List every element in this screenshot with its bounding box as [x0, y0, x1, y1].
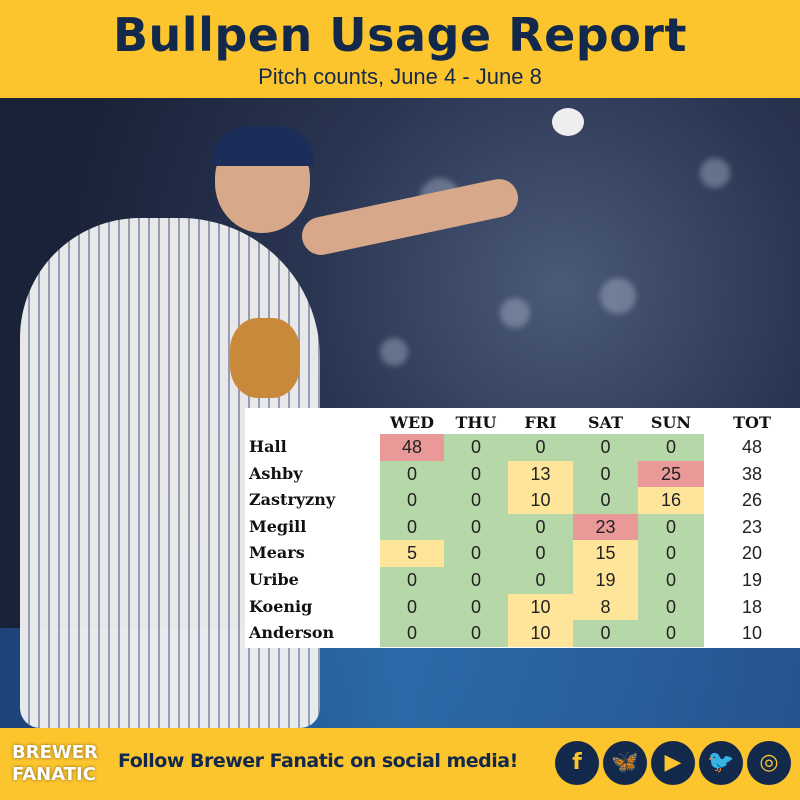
pitch-count-cell: 5 — [380, 540, 444, 567]
glove — [230, 318, 300, 398]
column-header: TOT — [733, 413, 771, 432]
total-cell: 10 — [741, 623, 763, 644]
pitcher-arm — [298, 175, 522, 259]
pitcher-name: Megill — [249, 516, 307, 536]
total-cell: 18 — [741, 596, 763, 617]
page-subtitle: Pitch counts, June 4 - June 8 — [258, 64, 542, 89]
column-header: WED — [389, 413, 435, 432]
pitch-count-cell: 10 — [508, 487, 573, 514]
pitch-count-cell: 48 — [380, 434, 444, 461]
pitch-count-cell: 0 — [380, 567, 444, 594]
total-cell: 38 — [741, 463, 763, 484]
pitch-count-cell: 19 — [573, 567, 638, 594]
pitch-count-cell: 0 — [573, 487, 638, 514]
pitch-count-cell: 0 — [444, 620, 508, 647]
facebook-icon[interactable]: f — [555, 741, 599, 785]
pitcher-name: Zastryzny — [249, 490, 336, 510]
total-cell: 48 — [741, 437, 763, 457]
pitch-count-cell: 10 — [508, 593, 573, 621]
pitch-count-cell: 0 — [380, 620, 444, 647]
pitch-count-cell: 0 — [508, 434, 573, 461]
pitch-count-cell: 15 — [573, 540, 638, 567]
follow-text: Follow Brewer Fanatic on social media! — [118, 750, 518, 772]
column-header: THU — [455, 413, 497, 432]
pitch-count-cell: 0 — [444, 567, 508, 594]
pitch-count-cell: 0 — [638, 567, 704, 594]
pitch-count-cell: 0 — [380, 513, 444, 541]
total-cell: 23 — [741, 516, 763, 537]
pitch-count-cell: 0 — [444, 460, 508, 488]
pitch-count-cell: 23 — [573, 513, 638, 541]
column-header: SAT — [588, 413, 623, 432]
pitch-count-cell: 0 — [444, 513, 508, 541]
pitch-count-cell: 0 — [638, 620, 704, 647]
twitter-icon[interactable]: 🐦 — [699, 741, 743, 785]
pitch-count-cell: 8 — [573, 593, 638, 621]
pitcher-name: Uribe — [249, 570, 299, 589]
pitch-count-cell: 0 — [638, 513, 704, 541]
pitcher-name: Mears — [249, 543, 305, 563]
pitch-count-cell: 10 — [508, 620, 573, 647]
pitcher-name: Anderson — [249, 623, 335, 643]
youtube-icon[interactable]: ▶ — [651, 741, 695, 785]
bluesky-icon[interactable]: 🦋 — [603, 741, 647, 785]
pitch-count-cell: 0 — [444, 434, 508, 461]
pitcher-name: Ashby — [249, 463, 303, 483]
instagram-icon[interactable]: ◎ — [747, 741, 791, 785]
pitch-count-cell: 0 — [444, 487, 508, 514]
brewer-fanatic-logo: BREWER FANATIC — [12, 742, 98, 786]
pitcher-name: Hall — [249, 437, 287, 456]
page-title: Bullpen Usage Report — [113, 8, 687, 62]
column-header: SUN — [650, 413, 692, 432]
baseball — [552, 108, 584, 136]
pitch-count-cell: 0 — [508, 513, 573, 541]
pitch-count-cell: 0 — [573, 460, 638, 488]
pitch-count-cell: 0 — [508, 540, 573, 567]
logo-line: FANATIC — [12, 764, 96, 785]
pitch-count-cell: 13 — [508, 460, 573, 488]
total-cell: 20 — [741, 543, 763, 564]
pitch-count-cell: 0 — [508, 567, 573, 594]
pitcher-cap — [212, 126, 314, 166]
pitch-count-table: WED THU FRI SAT SUN TOT Hall 48 0 0 0 0 48 Ashby 0 0 13 0… — [245, 408, 800, 648]
total-cell: 26 — [741, 490, 763, 511]
total-cell: 19 — [741, 570, 763, 590]
pitch-count-cell: 16 — [638, 487, 704, 514]
pitch-count-cell: 0 — [638, 434, 704, 461]
pitch-count-cell: 0 — [573, 434, 638, 461]
logo-line: BREWER — [12, 742, 98, 763]
pitch-count-cell: 0 — [444, 593, 508, 621]
pitcher-name: Koenig — [249, 596, 313, 616]
pitch-count-cell: 0 — [638, 593, 704, 621]
pitch-count-cell: 0 — [380, 460, 444, 488]
pitch-count-cell: 0 — [638, 540, 704, 567]
footer: BREWER FANATIC Follow Brewer Fanatic on … — [0, 728, 800, 800]
pitch-count-cell: 25 — [638, 460, 704, 488]
pitch-count-cell: 0 — [573, 620, 638, 647]
pitch-count-cell: 0 — [380, 593, 444, 621]
column-header: FRI — [524, 413, 557, 432]
pitch-count-cell: 0 — [444, 540, 508, 567]
header: Bullpen Usage Report Pitch counts, June … — [0, 0, 800, 98]
pitch-count-cell: 0 — [380, 487, 444, 514]
